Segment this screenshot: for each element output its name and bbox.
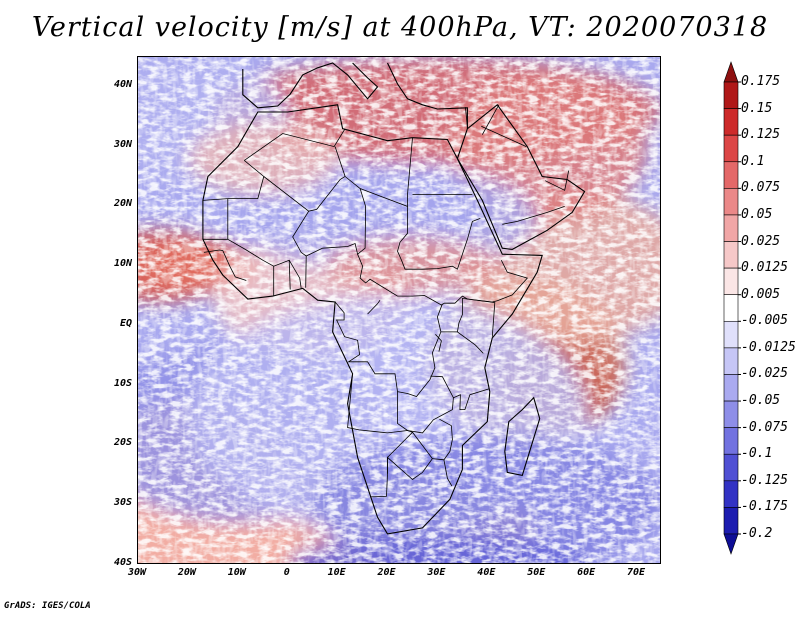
latitude-tick-label: 40N [113, 78, 132, 90]
color-scale-label: 0.0125 [741, 260, 788, 276]
coastlines [202, 62, 586, 535]
latitude-tick-label: 10S [113, 377, 132, 389]
grads-credit: GrADS: IGES/COLA [4, 601, 91, 611]
longitude-tick-label: 20E [377, 567, 396, 578]
country-border [481, 104, 500, 135]
color-scale-label: -0.1 [741, 446, 773, 462]
latitude-tick-label: 20S [113, 437, 132, 449]
color-scale-label: 0.1 [741, 153, 765, 169]
country-border [292, 188, 367, 257]
color-scale-swatch [723, 81, 739, 109]
longitude-tick-label: 10W [227, 567, 246, 578]
country-border [443, 459, 453, 487]
color-scale-swatch [723, 108, 739, 136]
color-scale-label: 0.05 [741, 206, 773, 222]
country-border [412, 418, 453, 461]
color-scale-swatch [723, 533, 739, 555]
latitude-tick-label: 20N [113, 198, 132, 210]
map-title: Vertical velocity [m/s] at 400hPa, VT: 2… [31, 12, 769, 43]
country-border [481, 125, 527, 147]
longitude-tick-label: 20W [177, 567, 196, 578]
country-border [288, 260, 291, 290]
color-scale-swatch [723, 320, 739, 349]
color-scale-swatch [723, 61, 739, 83]
field-texture-2 [138, 57, 660, 563]
color-scale-label: -0.175 [741, 499, 788, 515]
country-border [202, 160, 265, 201]
country-border [397, 206, 481, 270]
country-border [453, 388, 490, 410]
longitude-tick-label: 30E [427, 567, 446, 578]
color-scale-label: 0.15 [741, 100, 773, 116]
latitude-tick-label: 30S [113, 497, 132, 509]
country-border [435, 334, 442, 352]
color-scale-swatch [723, 480, 739, 508]
country-border [203, 249, 247, 281]
country-border [305, 255, 307, 288]
color-scale-swatch [723, 453, 739, 482]
country-border [545, 170, 570, 191]
country-border [244, 128, 346, 161]
color-scale-swatch [723, 507, 739, 535]
longitude-tick-label: 0 [283, 567, 290, 578]
color-scale-swatch [723, 188, 739, 216]
color-scale-swatch [723, 294, 739, 322]
turkey-coastline [387, 62, 468, 129]
color-scale-label: -0.125 [741, 472, 788, 488]
longitude-tick-label: 10E [327, 567, 346, 578]
color-scale-label: -0.0125 [741, 339, 796, 355]
arabia-coastline [456, 104, 586, 250]
color-scale-swatch [723, 241, 739, 269]
longitude-tick-label: 60E [577, 567, 596, 578]
color-scale-label: 0.025 [741, 233, 781, 249]
latitude-tick-label: 10N [113, 258, 132, 270]
color-scale-label: 0.005 [741, 286, 781, 302]
color-scale-swatch [723, 267, 739, 296]
color-scale-swatch [723, 347, 739, 375]
velocity-map-panel [137, 56, 661, 564]
country-border [334, 301, 443, 397]
africa-coastline [202, 104, 543, 535]
latitude-tick-label: 30N [113, 138, 132, 150]
color-scale-label: -0.05 [741, 393, 781, 409]
velocity-map [138, 57, 660, 563]
color-scale-label: 0.175 [741, 74, 781, 89]
longitude-tick-label: 30W [127, 567, 147, 578]
country-border [357, 254, 529, 306]
color-scale-swatch [723, 427, 739, 455]
country-borders [202, 104, 570, 498]
madagascar-coastline [504, 396, 541, 477]
country-border [465, 107, 468, 127]
country-border [387, 456, 433, 481]
color-scale-label: -0.025 [741, 366, 788, 382]
country-border [263, 146, 346, 212]
latitude-tick-label: EQ [119, 317, 132, 329]
country-border [502, 206, 565, 225]
country-border [347, 373, 414, 498]
europe-coastline [242, 62, 379, 109]
color-scale-swatch [723, 400, 739, 428]
color-scale-swatch [723, 134, 739, 163]
longitude-tick-label: 40E [477, 567, 496, 578]
country-border [457, 297, 496, 337]
color-scale-label: -0.005 [741, 313, 788, 329]
country-border [227, 198, 302, 289]
color-scale-label: 0.125 [741, 127, 781, 143]
color-scale-label: -0.075 [741, 419, 788, 435]
longitude-tick-label: 70E [627, 567, 646, 578]
color-scale-label: -0.2 [741, 526, 773, 541]
longitude-tick-label: 50E [527, 567, 546, 578]
color-scale-swatch [723, 161, 739, 189]
latitude-tick-label: 40S [113, 557, 132, 568]
color-scale-label: 0.075 [741, 180, 781, 196]
color-scale-swatch [723, 374, 739, 402]
color-scale-swatch [723, 214, 739, 242]
country-border [440, 331, 484, 354]
country-border [367, 299, 381, 315]
country-border [397, 375, 454, 434]
